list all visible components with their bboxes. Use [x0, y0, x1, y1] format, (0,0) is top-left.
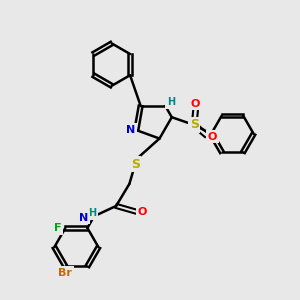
Text: H: H — [167, 98, 175, 107]
Text: O: O — [191, 99, 200, 109]
Text: S: S — [131, 158, 140, 171]
Text: S: S — [190, 118, 199, 131]
Text: Br: Br — [58, 268, 72, 278]
Text: H: H — [88, 208, 97, 218]
Text: O: O — [208, 132, 217, 142]
Text: N: N — [79, 213, 88, 223]
Text: F: F — [54, 223, 62, 233]
Text: O: O — [138, 207, 147, 217]
Text: N: N — [126, 125, 136, 135]
